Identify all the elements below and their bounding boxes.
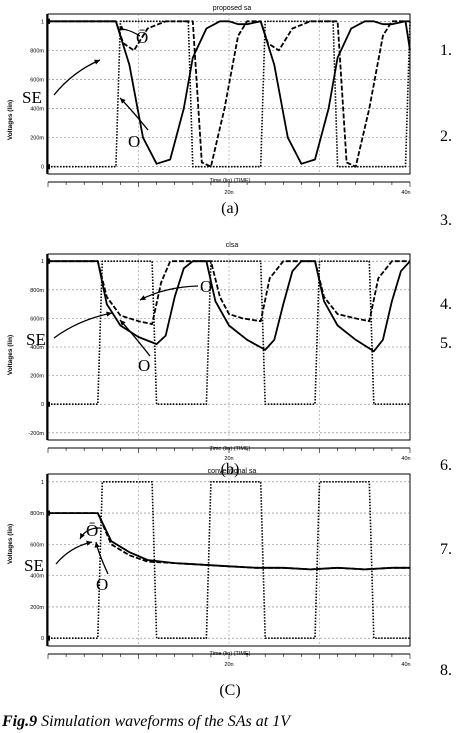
chart-conventional-sa: conventional sa Voltages (lin) Time (lin… (7, 468, 411, 699)
x-axis-label: Time (lin) (TIME) (209, 178, 250, 184)
arrow-head (86, 540, 92, 546)
arrow-head (106, 311, 112, 317)
x-tick-label: 20n (224, 190, 233, 196)
y-tick-label: -200m (28, 431, 44, 437)
series-start-marker (47, 18, 50, 24)
arrow-head (120, 98, 126, 104)
series-start-marker (47, 164, 50, 170)
annotation-arrow (119, 319, 151, 357)
side-number: 8. (440, 662, 452, 679)
arrow-head (94, 59, 100, 65)
chart-clsa: clsa Voltages (lin) Time (lin) (TIME) 1 8… (7, 242, 411, 478)
side-number: 5. (440, 335, 452, 352)
series-start-marker (47, 510, 50, 516)
caption-label: Fig.9 (2, 713, 38, 730)
y-axis-label: Voltages (lin) (7, 335, 14, 375)
arrow-head (94, 542, 100, 548)
x-tick-label: 20n (224, 662, 233, 668)
series-start-marker (47, 635, 50, 641)
y-tick-label: 600m (30, 316, 44, 322)
annotation-o-top: O (200, 277, 212, 296)
annotation-o: O (138, 356, 150, 375)
side-number: 1. (440, 42, 452, 59)
arrow-head (80, 533, 85, 539)
series-solid (48, 260, 411, 353)
arrow-head (140, 295, 146, 300)
y-axis-label: Voltages (lin) (7, 100, 14, 140)
x-tick-label: 40n (401, 456, 410, 462)
panel-label: (a) (221, 200, 239, 217)
annotation-se: SE (24, 556, 44, 575)
chart-title: conventional sa (208, 468, 257, 475)
x-tick-label: 40n (401, 190, 410, 196)
y-tick-label: 600m (30, 542, 44, 548)
y-tick-label: 800m (30, 511, 44, 517)
y-tick-label: 200m (30, 374, 44, 380)
annotation-arrow (55, 541, 93, 565)
series-dashed (48, 512, 410, 571)
annotation-obar: Ō (136, 28, 148, 47)
y-tick-label: 400m (30, 107, 44, 113)
y-tick-label: 400m (30, 345, 44, 351)
side-number: 4. (440, 296, 452, 313)
y-tick-label: 800m (30, 288, 44, 294)
caption-text: Simulation waveforms of the SAs at 1V (41, 713, 290, 730)
series-start-marker (47, 258, 50, 264)
series-dotted (48, 260, 410, 405)
side-number: 2. (440, 128, 452, 145)
x-tick-label: 40n (401, 662, 410, 668)
x-axis-label: Time (lin) (TIME) (209, 446, 250, 452)
annotation-se: SE (26, 330, 46, 349)
y-tick-label: 1 (41, 480, 44, 486)
x-tick-label: 20n (224, 456, 233, 462)
y-tick-label: 200m (30, 136, 44, 142)
annotation-obar: Ō (86, 521, 98, 540)
annotation-arrow (139, 285, 199, 301)
arrow-head (118, 25, 124, 31)
panel-label: (C) (219, 682, 240, 699)
annotation-arrow (119, 97, 149, 131)
y-tick-label: 400m (30, 574, 44, 580)
annotation-arrow (53, 312, 113, 339)
series-dashed (48, 20, 410, 168)
y-tick-label: 600m (30, 77, 44, 83)
series-dashed (48, 260, 410, 325)
y-axis-label: Voltages (lin) (7, 524, 14, 564)
annotation-arrow (53, 59, 101, 96)
annotation-o: O (96, 575, 108, 594)
chart-title: proposed sa (213, 5, 252, 12)
y-tick-label: 0 (41, 636, 44, 642)
chart-proposed-sa: proposed sa Voltages (lin) Time (lin) (T… (7, 5, 411, 217)
y-tick-label: 200m (30, 605, 44, 611)
y-tick-label: 1 (41, 19, 44, 25)
figure-caption: Fig.9 Simulation waveforms of the SAs at… (2, 713, 472, 731)
side-number: 7. (440, 541, 452, 558)
series-dotted (48, 20, 411, 168)
side-number: 6. (440, 457, 452, 474)
chart-title: clsa (226, 242, 239, 249)
arrow-head (120, 320, 126, 326)
annotation-se: SE (22, 88, 42, 107)
y-tick-label: 0 (41, 165, 44, 171)
side-numbers: 1. 2. 3. 4. 5. 6. 7. 8. (440, 0, 474, 700)
y-tick-label: 1 (41, 259, 44, 265)
y-tick-label: 0 (41, 402, 44, 408)
y-tick-label: 800m (30, 48, 44, 54)
annotation-o: O (128, 132, 140, 151)
series-start-marker (47, 401, 50, 407)
side-number: 3. (440, 212, 452, 229)
